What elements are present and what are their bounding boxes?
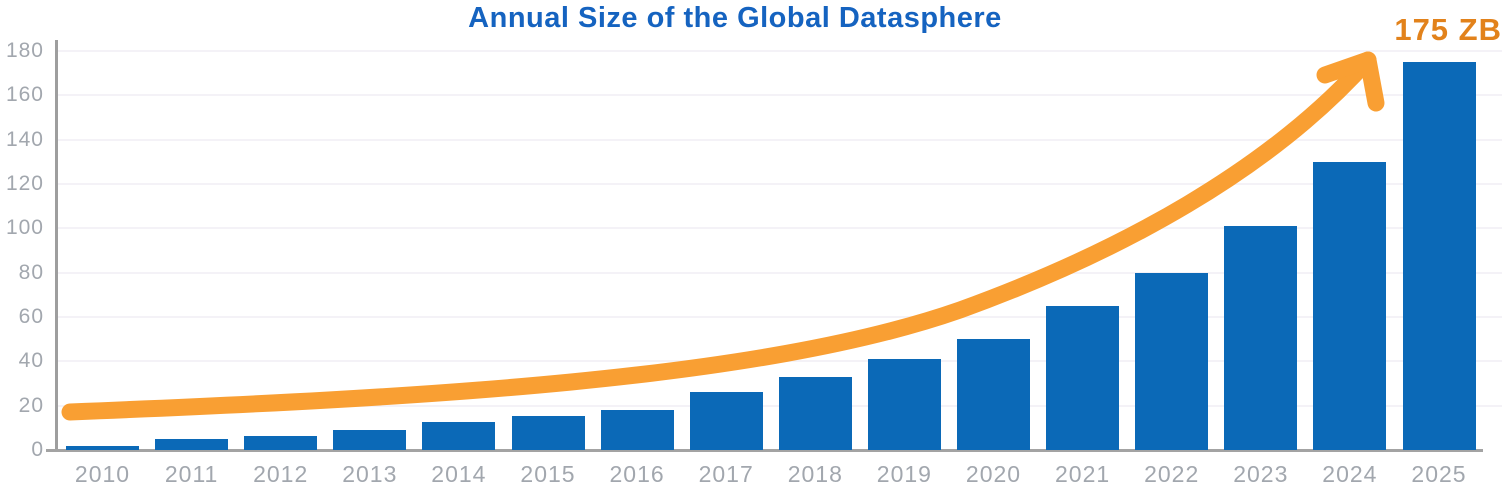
bar-2011 — [155, 438, 229, 450]
bar-2013 — [333, 430, 407, 450]
bar-2019 — [867, 359, 941, 450]
x-tick-label: 2021 — [1055, 461, 1111, 487]
x-tick-label: 2013 — [342, 461, 398, 487]
x-tick-label: 2022 — [1144, 461, 1200, 487]
x-tick-label: 2011 — [164, 461, 219, 487]
bar-2018 — [778, 376, 852, 450]
bar-2023 — [1224, 226, 1298, 450]
bar-2017 — [689, 392, 763, 450]
y-tick-label: 0 — [31, 438, 44, 461]
x-axis-line — [46, 449, 1483, 452]
gridline — [57, 50, 1502, 52]
x-tick-label: 2014 — [431, 461, 487, 487]
x-tick-label: 2016 — [609, 461, 665, 487]
y-tick-label: 60 — [18, 305, 44, 328]
bar-2022 — [1135, 272, 1209, 450]
y-tick-label: 140 — [5, 127, 44, 151]
x-tick-label: 2025 — [1411, 461, 1467, 487]
x-tick-label: 2010 — [74, 461, 131, 487]
bar-2014 — [422, 422, 496, 450]
x-tick-label: 2020 — [965, 461, 1022, 487]
y-tick-label: 20 — [18, 393, 44, 417]
arrow-head — [1316, 51, 1385, 112]
bar-2016 — [600, 410, 674, 450]
annotation-175zb: 175 ZB — [1394, 12, 1502, 47]
y-tick-label: 120 — [5, 172, 44, 195]
bar-2021 — [1046, 305, 1120, 450]
x-tick-label: 2024 — [1322, 461, 1378, 487]
bar-2012 — [244, 435, 318, 450]
y-tick-label: 40 — [18, 349, 44, 373]
x-tick-label: 2015 — [520, 461, 576, 487]
x-tick-label: 2023 — [1233, 461, 1289, 487]
bar-2025 — [1402, 62, 1476, 450]
x-tick-label: 2012 — [253, 461, 309, 487]
y-tick-label: 80 — [18, 260, 44, 284]
gridline — [57, 138, 1502, 141]
x-tick-label: 2019 — [876, 461, 932, 487]
y-tick-label: 160 — [5, 83, 44, 107]
bar-2015 — [511, 415, 585, 450]
y-tick-label: 100 — [5, 216, 44, 240]
x-tick-label: 2017 — [698, 461, 754, 487]
gridline — [57, 94, 1502, 97]
x-tick-label: 2018 — [787, 461, 843, 487]
gridline — [57, 183, 1502, 185]
bar-2024 — [1313, 161, 1387, 450]
chart-title: Annual Size of the Global Datasphere — [468, 2, 1002, 34]
bar-2020 — [957, 339, 1030, 450]
y-axis-line — [55, 40, 58, 452]
y-tick-label: 180 — [5, 39, 44, 62]
bar-2010 — [66, 445, 139, 450]
